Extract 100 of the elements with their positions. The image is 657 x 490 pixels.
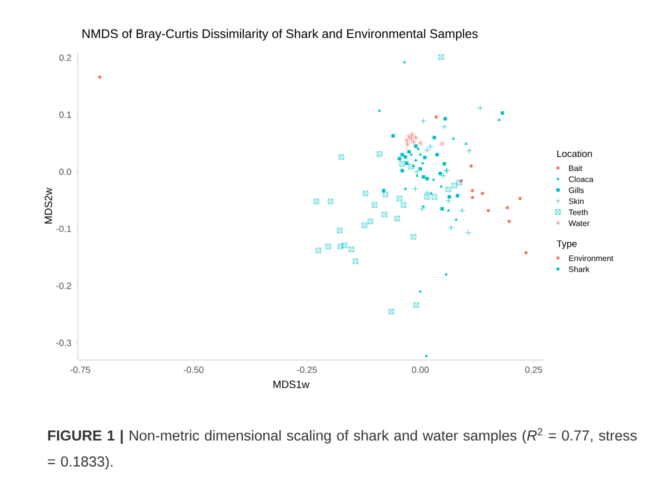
legend-label: Bait bbox=[569, 165, 582, 172]
point bbox=[477, 104, 484, 111]
point bbox=[466, 148, 472, 154]
y-tick-label: 0.2 bbox=[59, 54, 72, 61]
point bbox=[430, 192, 433, 194]
point bbox=[419, 206, 426, 212]
point bbox=[464, 142, 468, 145]
point bbox=[439, 140, 445, 147]
point bbox=[391, 134, 395, 138]
point bbox=[452, 136, 455, 140]
point bbox=[507, 220, 511, 224]
x-axis-title: MDS1w bbox=[273, 380, 310, 388]
point bbox=[465, 230, 472, 236]
point bbox=[362, 190, 368, 196]
point bbox=[506, 206, 510, 210]
point bbox=[414, 168, 420, 175]
point bbox=[518, 196, 522, 200]
point bbox=[440, 172, 446, 179]
text: Type bbox=[556, 240, 577, 249]
point bbox=[404, 137, 410, 144]
point bbox=[314, 198, 320, 204]
point bbox=[404, 155, 408, 159]
point bbox=[342, 242, 348, 248]
point bbox=[424, 147, 430, 154]
point bbox=[452, 182, 457, 188]
point bbox=[421, 161, 424, 164]
point bbox=[396, 196, 402, 202]
x-tick-label: 0.00 bbox=[412, 366, 429, 373]
point bbox=[425, 176, 429, 180]
point bbox=[435, 152, 439, 156]
point bbox=[424, 194, 430, 200]
point bbox=[424, 190, 430, 196]
point bbox=[382, 212, 388, 218]
point bbox=[454, 218, 458, 221]
point bbox=[400, 202, 406, 208]
point bbox=[326, 244, 331, 250]
point bbox=[328, 198, 334, 204]
point bbox=[410, 139, 416, 146]
point bbox=[446, 208, 450, 212]
legend-label: Teeth bbox=[568, 209, 588, 216]
point bbox=[414, 158, 418, 162]
point bbox=[336, 228, 342, 234]
point bbox=[446, 186, 452, 192]
legend-title: Location bbox=[557, 150, 592, 158]
point bbox=[388, 308, 394, 314]
point bbox=[432, 194, 437, 200]
point bbox=[338, 244, 344, 250]
point bbox=[376, 151, 382, 157]
point bbox=[404, 141, 410, 148]
point bbox=[469, 164, 473, 168]
point bbox=[410, 152, 413, 156]
point bbox=[456, 194, 460, 198]
x-tick-label: -0.25 bbox=[297, 366, 317, 373]
point bbox=[409, 132, 415, 138]
point bbox=[408, 164, 414, 170]
point bbox=[412, 186, 418, 192]
point bbox=[382, 188, 386, 192]
point bbox=[458, 208, 466, 214]
point bbox=[423, 156, 427, 160]
point bbox=[400, 152, 404, 156]
point bbox=[418, 140, 423, 146]
y-tick-label: -0.1 bbox=[56, 226, 72, 232]
point bbox=[316, 248, 321, 254]
point bbox=[438, 54, 444, 60]
point bbox=[410, 234, 416, 240]
point bbox=[348, 246, 354, 252]
point bbox=[382, 192, 388, 198]
point bbox=[372, 202, 378, 208]
point bbox=[448, 224, 454, 231]
chart-title: NMDS of Bray-Curtis Dissimilarity of Shark and Environmental Samples bbox=[82, 28, 478, 41]
point bbox=[408, 136, 414, 142]
text: Shark bbox=[568, 266, 590, 272]
point bbox=[407, 150, 411, 154]
point bbox=[427, 144, 434, 150]
point bbox=[498, 118, 501, 121]
point bbox=[402, 60, 406, 64]
y-tick-label: -0.3 bbox=[56, 340, 72, 346]
point bbox=[398, 156, 402, 160]
point bbox=[448, 195, 452, 199]
point bbox=[424, 354, 428, 357]
point bbox=[486, 208, 490, 212]
point bbox=[394, 216, 400, 222]
point bbox=[500, 111, 504, 115]
point bbox=[440, 184, 443, 188]
y-tick-label: 0.1 bbox=[59, 112, 72, 118]
point bbox=[444, 116, 448, 120]
point bbox=[441, 124, 448, 130]
point bbox=[432, 136, 436, 140]
point bbox=[414, 144, 418, 148]
point bbox=[440, 207, 444, 211]
x-tick-label: -0.75 bbox=[70, 366, 90, 373]
point bbox=[444, 272, 448, 276]
point bbox=[470, 196, 474, 200]
point bbox=[404, 161, 408, 165]
x-tick-label: 0.25 bbox=[525, 366, 542, 373]
point bbox=[418, 290, 422, 293]
legend-label: Gills bbox=[568, 187, 584, 194]
point bbox=[524, 251, 528, 255]
point bbox=[338, 154, 344, 160]
text: Environment bbox=[569, 255, 614, 262]
